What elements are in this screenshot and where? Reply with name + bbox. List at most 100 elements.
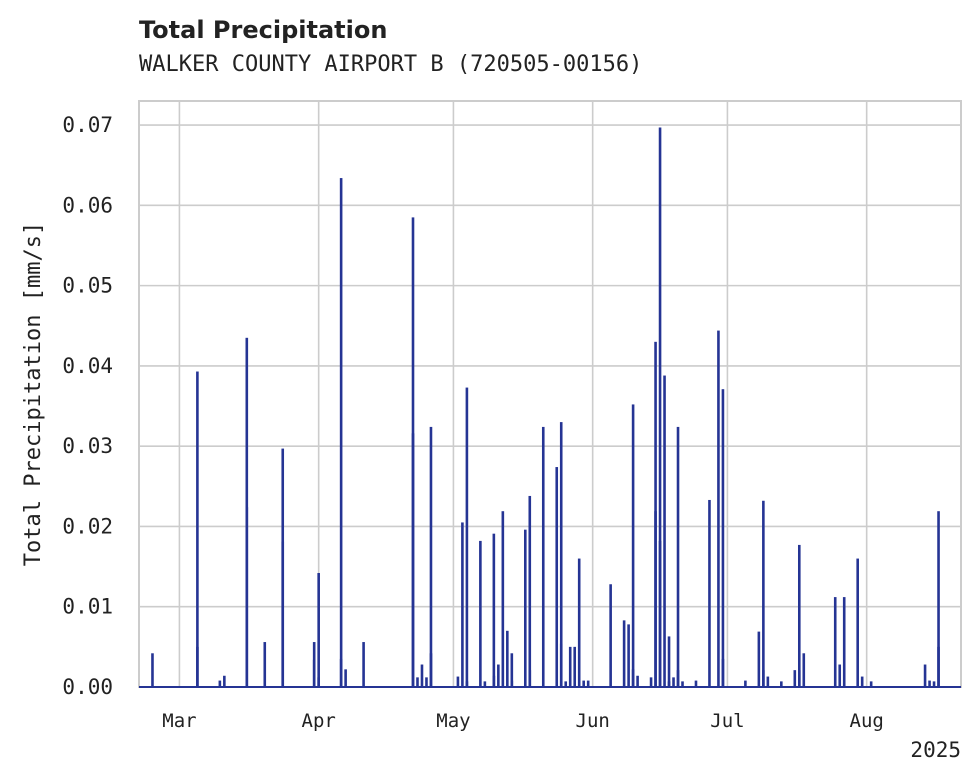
precipitation-bar: [658, 540, 662, 687]
precipitation-bar: [676, 670, 680, 687]
precipitation-bar: [483, 681, 487, 687]
precipitation-bar: [717, 330, 720, 687]
precipitation-bar: [627, 624, 630, 687]
precipitation-bar: [757, 631, 761, 687]
precipitation-bar: [339, 658, 343, 687]
x-tick-label: May: [436, 710, 470, 732]
precipitation-bar: [312, 642, 316, 687]
precipitation-bar: [564, 681, 568, 687]
precipitation-bar: [245, 337, 249, 687]
precipitation-bar: [797, 544, 801, 687]
precipitation-bars: [139, 127, 961, 688]
precipitation-bar: [658, 127, 662, 687]
y-tick-label: 0.00: [62, 675, 113, 699]
precipitation-bar: [223, 675, 226, 687]
precipitation-bar: [479, 540, 482, 687]
x-tick-label: Aug: [850, 710, 884, 732]
precipitation-bar: [780, 681, 783, 687]
precipitation-bar: [937, 511, 940, 687]
chart-subtitle: WALKER COUNTY AIRPORT B (720505-00156): [139, 52, 643, 77]
y-tick-label: 0.04: [62, 354, 113, 378]
precipitation-bar: [523, 529, 527, 687]
x-tick-label: Mar: [162, 710, 196, 732]
precipitation-bar: [932, 681, 936, 687]
precipitation-bar: [465, 681, 469, 687]
precipitation-bar: [263, 642, 267, 687]
y-axis-ticks: 0.00 0.01 0.02 0.03 0.04 0.05 0.06 0.07: [62, 113, 113, 699]
precipitation-bar: [492, 533, 496, 687]
precipitation-bar: [416, 677, 419, 687]
precipitation-bar: [429, 653, 433, 687]
precipitation-bar: [151, 653, 154, 687]
precipitation-bar: [528, 670, 532, 687]
precipitation-bar: [577, 558, 581, 687]
y-tick-label: 0.05: [62, 274, 113, 298]
x-tick-label: Apr: [302, 710, 336, 732]
precipitation-bar: [842, 597, 846, 687]
precipitation-bar: [528, 495, 532, 687]
precipitation-bar: [838, 664, 842, 687]
precipitation-bar: [420, 664, 424, 687]
precipitation-bar: [573, 646, 577, 687]
precipitation-bar: [461, 522, 464, 687]
precipitation-bar: [856, 558, 859, 687]
precipitation-bar: [609, 584, 612, 687]
y-tick-label: 0.02: [62, 514, 113, 538]
precipitation-bar: [568, 646, 572, 687]
precipitation-bar: [425, 677, 428, 687]
precipitation-bar: [218, 680, 222, 687]
precipitation-bar: [510, 680, 514, 687]
precipitation-bar: [344, 669, 347, 687]
precipitation-bar: [797, 670, 801, 687]
precipitation-bar: [196, 371, 199, 687]
precipitation-bar: [465, 387, 469, 687]
chart-title: Total Precipitation: [139, 16, 388, 44]
y-tick-label: 0.01: [62, 595, 113, 619]
precipitation-bar: [456, 676, 460, 687]
precipitation-bar: [667, 636, 671, 687]
precipitation-bar: [362, 642, 365, 687]
precipitation-bar: [281, 541, 285, 687]
precipitation-bar: [663, 375, 666, 687]
precipitation-bar: [744, 680, 747, 687]
precipitation-bar: [937, 646, 940, 687]
plot-area-frame: [138, 100, 962, 688]
x-axis-offset-label: 2025: [910, 738, 961, 762]
precipitation-bar: [317, 573, 320, 687]
precipitation-bar: [762, 500, 765, 687]
precipitation-bar: [586, 680, 590, 687]
precipitation-bar: [649, 677, 653, 687]
precipitation-bar: [636, 675, 639, 687]
precipitation-bar: [676, 426, 680, 687]
precipitation-bar: [497, 664, 500, 687]
precipitation-bar: [429, 426, 433, 687]
y-tick-label: 0.03: [62, 434, 113, 458]
precipitation-bar: [411, 217, 415, 687]
precipitation-bar: [923, 664, 927, 687]
x-axis-ticks: Mar Apr May Jun Jul Aug: [162, 710, 884, 732]
grid-lines: [139, 101, 961, 688]
precipitation-bar: [506, 630, 509, 687]
precipitation-bar: [501, 511, 505, 687]
precipitation-bar: [559, 422, 563, 687]
y-tick-label: 0.07: [62, 113, 113, 137]
precipitation-bar: [793, 670, 797, 687]
precipitation-bar: [833, 597, 837, 687]
precipitation-bar: [667, 681, 671, 687]
precipitation-bar: [928, 680, 931, 687]
precipitation-bar: [339, 178, 343, 687]
precipitation-bar: [766, 676, 770, 687]
precipitation-bar: [721, 389, 725, 687]
precipitation-bar: [672, 677, 675, 687]
y-tick-label: 0.06: [62, 193, 113, 217]
precipitation-bar: [869, 681, 873, 687]
precipitation-bar: [860, 676, 864, 687]
x-tick-label: Jul: [710, 710, 744, 732]
precipitation-bar: [681, 681, 684, 687]
precipitation-bar: [510, 653, 514, 687]
precipitation-bar: [582, 680, 585, 687]
precipitation-bar: [708, 499, 711, 687]
y-axis-label: Total Precipitation [mm/s]: [21, 222, 46, 566]
precipitation-bar: [555, 467, 559, 687]
